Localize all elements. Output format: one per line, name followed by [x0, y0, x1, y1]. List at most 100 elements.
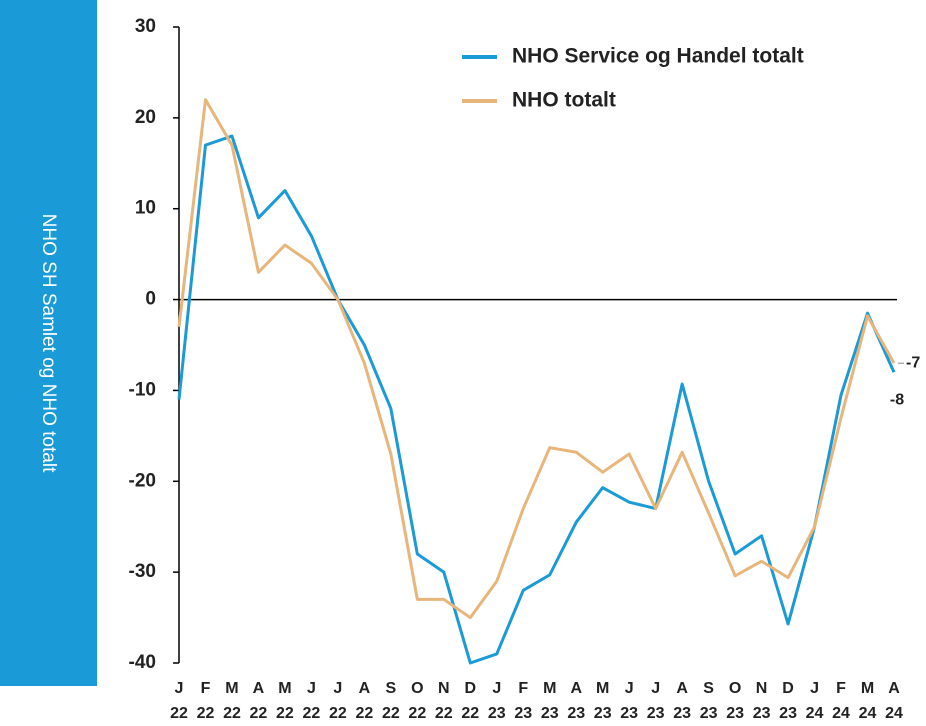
- x-tick-label: M 22: [223, 680, 241, 722]
- x-tick-label-line: A: [676, 680, 688, 697]
- x-tick-label-line: M: [861, 680, 874, 697]
- x-tick-label-line: O: [411, 680, 423, 697]
- x-tick-label-line: D: [782, 680, 794, 697]
- y-tick-label: -30: [129, 561, 156, 582]
- x-tick-label-line: M: [225, 680, 238, 697]
- x-tick-label-line: 24: [885, 705, 903, 722]
- x-tick-label: D 23: [779, 680, 797, 722]
- x-tick-label: D 22: [461, 680, 479, 722]
- x-tick-label: S 23: [700, 680, 718, 722]
- x-tick-label-line: S: [703, 680, 714, 697]
- x-tick-label-line: M: [543, 680, 556, 697]
- x-tick-label-line: 22: [276, 705, 294, 722]
- x-tick-label-line: 24: [806, 705, 824, 722]
- x-tick-label-line: O: [729, 680, 741, 697]
- x-tick-label: N 22: [435, 680, 453, 722]
- x-tick-label-line: 23: [673, 705, 691, 722]
- x-tick-label-line: J: [175, 680, 184, 697]
- x-tick-label-line: J: [333, 680, 342, 697]
- x-tick-label-line: F: [201, 680, 211, 697]
- x-tick-label: J 23: [647, 680, 665, 722]
- x-tick-label: J 22: [329, 680, 347, 722]
- x-tick-label-line: D: [465, 680, 477, 697]
- x-tick-label: F 24: [832, 680, 850, 722]
- x-tick-label-line: F: [836, 680, 846, 697]
- x-tick-label: J 24: [806, 680, 824, 722]
- x-tick-label-line: M: [596, 680, 609, 697]
- x-tick-label-line: 23: [541, 705, 559, 722]
- x-tick-label-line: 23: [700, 705, 718, 722]
- x-tick-label: O 22: [408, 680, 426, 722]
- x-tick-label-line: 22: [461, 705, 479, 722]
- x-tick-label-line: 23: [779, 705, 797, 722]
- x-tick-label: F 22: [197, 680, 215, 722]
- x-tick-label: A 22: [250, 680, 268, 722]
- x-tick-label-line: A: [570, 680, 582, 697]
- end-label: -8: [890, 391, 904, 408]
- x-tick-label: M 23: [594, 680, 612, 722]
- y-tick-label: 0: [145, 289, 156, 310]
- x-tick-label-line: 22: [329, 705, 347, 722]
- x-tick-label-line: 22: [170, 705, 188, 722]
- x-tick-label-line: 22: [382, 705, 400, 722]
- x-tick-label: S 22: [382, 680, 400, 722]
- x-tick-label-line: 22: [303, 705, 321, 722]
- x-tick-label: J 22: [303, 680, 321, 722]
- y-axis-label: NHO SH Samlet og NHO totalt: [38, 214, 59, 473]
- x-tick-label-line: 23: [514, 705, 532, 722]
- x-tick-label: J 22: [170, 680, 188, 722]
- y-tick-label: -40: [129, 652, 156, 673]
- legend-label: NHO Service og Handel totalt: [512, 45, 804, 68]
- x-tick-label-line: 22: [223, 705, 241, 722]
- x-tick-label-line: S: [386, 680, 397, 697]
- x-tick-label: M 24: [859, 680, 877, 722]
- x-tick-label-line: A: [888, 680, 900, 697]
- x-tick-label: M 23: [541, 680, 559, 722]
- x-tick-label: F 23: [514, 680, 532, 722]
- x-tick-label-line: 22: [197, 705, 215, 722]
- x-tick-label-line: 22: [250, 705, 268, 722]
- x-tick-label: A 23: [673, 680, 691, 722]
- x-tick-label-line: J: [625, 680, 634, 697]
- x-tick-label-line: J: [810, 680, 819, 697]
- y-tick-label: 10: [135, 198, 156, 219]
- x-tick-label-line: 23: [488, 705, 506, 722]
- x-tick-label-line: 24: [832, 705, 850, 722]
- y-tick-label: -10: [129, 379, 156, 400]
- x-tick-label-line: F: [518, 680, 528, 697]
- x-tick-label: A 24: [885, 680, 903, 722]
- x-tick-label-line: 23: [620, 705, 638, 722]
- x-tick-label-line: 22: [408, 705, 426, 722]
- end-label: -7: [906, 354, 920, 371]
- y-tick-label: -20: [129, 470, 156, 491]
- x-tick-label-line: J: [307, 680, 316, 697]
- x-tick-label-line: J: [651, 680, 660, 697]
- x-tick-label-line: 23: [726, 705, 744, 722]
- x-tick-label: A 22: [355, 680, 373, 722]
- x-tick-label: J 23: [488, 680, 506, 722]
- x-tick-label: J 23: [620, 680, 638, 722]
- x-tick-label: O 23: [726, 680, 744, 722]
- x-tick-label-line: A: [253, 680, 265, 697]
- x-tick-label-line: J: [492, 680, 501, 697]
- ylabel-box: [0, 0, 97, 686]
- x-tick-label-line: 22: [435, 705, 453, 722]
- x-tick-label-line: N: [756, 680, 768, 697]
- x-tick-label-line: M: [278, 680, 291, 697]
- x-tick-label: N 23: [753, 680, 771, 722]
- legend-label: NHO totalt: [512, 89, 616, 112]
- x-tick-label-line: N: [438, 680, 450, 697]
- x-tick-label-line: 24: [859, 705, 877, 722]
- x-tick-label-line: 23: [594, 705, 612, 722]
- y-tick-label: 20: [135, 107, 156, 128]
- y-tick-label: 30: [135, 16, 156, 37]
- x-tick-label-line: A: [359, 680, 371, 697]
- x-tick-label: A 23: [567, 680, 585, 722]
- x-tick-label-line: 23: [753, 705, 771, 722]
- x-tick-label: M 22: [276, 680, 294, 722]
- x-tick-label-line: 22: [355, 705, 373, 722]
- series-line: [177, 134, 896, 665]
- series-line: [177, 98, 896, 620]
- x-tick-label-line: 23: [647, 705, 665, 722]
